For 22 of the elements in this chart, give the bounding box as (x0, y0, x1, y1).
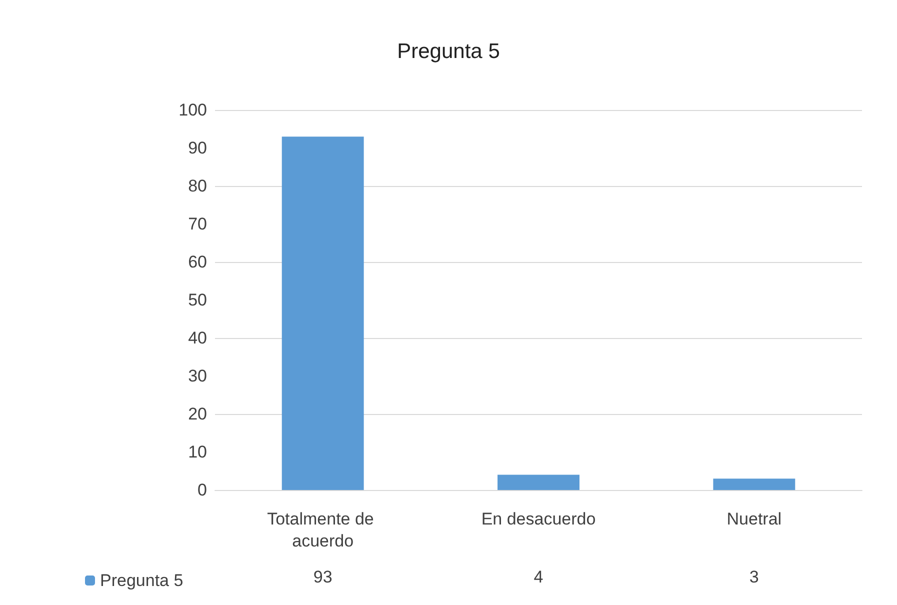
y-tick-label: 100 (178, 100, 207, 120)
data-label: 3 (749, 568, 759, 586)
y-tick-label: 80 (188, 176, 207, 196)
y-tick-label: 30 (188, 366, 207, 386)
x-tick-label: En desacuerdo (481, 510, 596, 528)
bar (713, 478, 796, 490)
x-tick-label: Totalmente de acuerdo (267, 510, 379, 550)
y-tick-label: 40 (188, 328, 207, 348)
bar (498, 474, 580, 490)
y-tick-label: 10 (188, 442, 207, 462)
data-label: 4 (534, 568, 544, 586)
y-tick-label: 70 (188, 214, 207, 234)
x-tick-label: Nuetral (726, 510, 782, 528)
y-tick-label: 0 (198, 480, 207, 500)
legend-label: Pregunta 5 (100, 571, 184, 590)
y-tick-label: 20 (188, 404, 207, 424)
chart-title: Pregunta 5 (397, 40, 500, 63)
y-tick-label: 50 (188, 290, 207, 310)
y-tick-label: 60 (188, 252, 207, 272)
bar (282, 136, 364, 490)
data-label: 93 (313, 568, 332, 586)
y-tick-label: 90 (188, 138, 207, 158)
